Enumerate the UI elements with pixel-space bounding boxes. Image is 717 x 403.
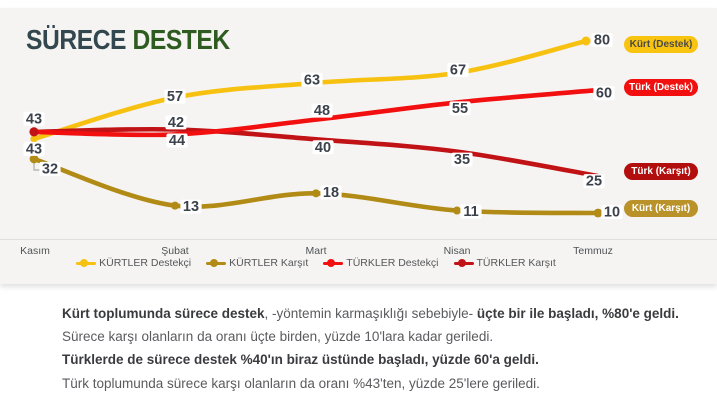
value-label-kurtler-karsit: 13	[183, 199, 199, 215]
value-label-bg	[320, 185, 342, 200]
x-axis-label-2: Şubat	[161, 245, 189, 257]
value-label-bg	[23, 141, 45, 156]
series-badge-turkler-destekci: Türk (Destek)	[624, 79, 698, 96]
legend-marker-icon	[323, 258, 344, 268]
value-label-bg	[312, 140, 334, 155]
series-line-kurtler-karsit	[31, 156, 601, 216]
data-point-kurtler-karsit	[171, 201, 179, 210]
legend-marker-icon	[76, 258, 97, 268]
value-label-bg	[447, 62, 469, 77]
value-label-bg	[166, 133, 188, 148]
x-axis-label-1: Kasım	[20, 245, 50, 257]
value-label-bg	[593, 86, 615, 101]
value-label-kurtler-karsit: 18	[323, 185, 339, 201]
data-point-kurtler-karsit	[29, 154, 39, 164]
legend-item-kurtler-karsit: KÜRTLER Karşıt	[206, 257, 308, 269]
data-point-kurtler-karsit	[453, 206, 461, 215]
line-chart: 43 57 63 67 80 32 13 18 11 10 44 40 35 25 43 42 48 55 60	[23, 33, 623, 220]
value-label-kurtler-destekci: 80	[594, 33, 610, 49]
summary-segment-bold: Türklerde de sürece destek %40'ın biraz …	[62, 352, 539, 368]
series-line-turkler-destekci	[31, 87, 601, 138]
value-label-bg	[451, 152, 473, 167]
chart-legend: KÜRTLER Destekçi KÜRTLER Karşıt TÜRKLER De…	[0, 257, 632, 269]
value-label-bg	[460, 204, 482, 219]
legend-marker-icon	[453, 258, 474, 268]
axis-divider	[0, 239, 717, 240]
value-label-bg	[180, 199, 202, 214]
value-label-turkler-destekci: 55	[452, 101, 468, 117]
x-axis-label-3: Mart	[305, 245, 327, 257]
value-label-bg	[301, 72, 323, 87]
summary-segment: , -yöntemin karmaşıklığı sebebiyle-	[264, 306, 477, 321]
series-badge-kurtler-karsit: Kürt (Karşıt)	[624, 200, 698, 217]
summary-segment: Türk toplumunda sürece karşı olanların d…	[62, 375, 540, 391]
value-label-turkler-karsit: 44	[169, 133, 185, 149]
value-label-bg	[164, 89, 186, 104]
summary-text: Kürt toplumunda sürece destek, -yöntemin…	[62, 302, 682, 395]
value-label-turkler-destekci: 48	[314, 103, 330, 119]
chart-card: SÜRECE DESTEK 43 57 63 67 80 32 13 18 11 10 44 40 35…	[0, 8, 717, 284]
x-axis-label-5: Temmuz	[573, 245, 613, 257]
chart-title-word-1: SÜRECE	[26, 24, 127, 55]
legend-label: KÜRTLER Karşıt	[229, 257, 309, 269]
value-label-bg	[39, 161, 61, 176]
label-leader-line	[33, 163, 41, 171]
value-label-bg	[591, 33, 613, 47]
value-label-turkler-karsit: 25	[586, 174, 602, 190]
value-label-bg	[583, 174, 605, 189]
summary-segment-bold: üçte bir ile başladı, %80'e geldi.	[476, 306, 679, 321]
value-label-bg	[601, 204, 623, 219]
value-label-bg	[449, 101, 471, 116]
value-label-kurtler-destekci: 63	[304, 72, 320, 88]
data-point-kurtler-destekci	[30, 135, 38, 143]
chart-title: SÜRECE DESTEK	[26, 24, 230, 56]
value-label-kurtler-destekci: 43	[26, 141, 42, 157]
legend-item-turkler-karsit: TÜRKLER Karşıt	[453, 257, 556, 269]
series-badge-kurtler-destekci: Kürt (Destek)	[624, 36, 698, 53]
legend-item-kurtler-destekci: KÜRTLER Destekçi	[76, 257, 191, 269]
summary-line-3: Türklerde de sürece destek %40'ın biraz …	[62, 348, 682, 371]
value-label-kurtler-karsit: 32	[42, 161, 58, 177]
summary-line-1: Kürt toplumunda sürece destek, -yöntemin…	[62, 302, 682, 325]
data-point-kurtler-karsit	[593, 208, 603, 218]
data-point-kurtler-karsit	[312, 189, 320, 198]
value-label-bg	[311, 103, 333, 118]
value-label-turkler-karsit: 40	[315, 140, 331, 156]
value-label-turkler-destekci: 42	[168, 115, 184, 131]
chart-title-word-2: DESTEK	[132, 24, 230, 55]
value-label-kurtler-destekci: 57	[167, 89, 183, 105]
legend-item-turkler-destekci: TÜRKLER Destekçi	[323, 257, 439, 269]
summary-line-2: Sürece karşı olanların da oranı üçte bir…	[62, 325, 682, 348]
summary-segment: Sürece karşı olanların da oranı üçte bir…	[62, 329, 494, 345]
value-label-bg	[165, 115, 187, 130]
data-point-turkler-karsit	[29, 127, 39, 137]
summary-line-4: Türk toplumunda sürece karşı olanların d…	[62, 372, 682, 395]
legend-label: TÜRKLER Destekçi	[346, 257, 439, 269]
value-label-turkler-destekci: 60	[596, 86, 612, 102]
value-label-turkler-destekci: 43	[26, 111, 42, 127]
data-point-kurtler-destekci	[581, 36, 591, 46]
value-label-kurtler-karsit: 10	[604, 204, 620, 220]
legend-marker-icon	[206, 258, 227, 268]
series-line-kurtler-destekci	[31, 38, 589, 142]
x-axis-label-4: Nisan	[443, 245, 471, 257]
series-badge-turkler-karsit: Türk (Karşıt)	[624, 163, 698, 180]
series-line-turkler-karsit	[31, 126, 601, 179]
summary-segment-bold: Kürt toplumunda sürece destek	[62, 306, 265, 321]
value-label-kurtler-destekci: 67	[450, 62, 466, 78]
legend-label: KÜRTLER Destekçi	[99, 257, 192, 269]
value-label-bg	[23, 111, 45, 126]
value-label-turkler-karsit: 35	[454, 152, 470, 168]
value-label-kurtler-karsit: 11	[463, 204, 478, 220]
legend-label: TÜRKLER Karşıt	[476, 257, 556, 269]
